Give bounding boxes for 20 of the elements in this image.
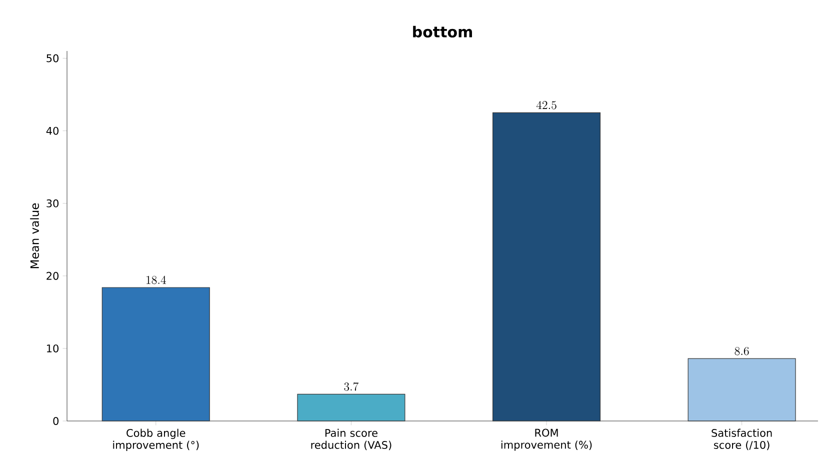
data-label: 8.6 xyxy=(734,346,749,356)
x-tick-label: Cobb angle improvement (°) xyxy=(113,428,199,451)
y-tick-label: 10 xyxy=(46,344,59,352)
x-tick-label: ROM improvement (%) xyxy=(501,428,592,451)
y-axis-title: Mean value xyxy=(30,203,39,268)
bar xyxy=(492,112,601,422)
y-tick-label: 20 xyxy=(46,272,59,280)
data-label: 18.4 xyxy=(146,276,166,284)
bar xyxy=(102,287,210,422)
y-tick-label: 50 xyxy=(46,54,59,62)
data-label: 3.7 xyxy=(344,382,359,391)
bar xyxy=(297,394,406,422)
y-tick-label: 40 xyxy=(46,126,59,135)
chart-title: bottom xyxy=(413,26,472,38)
y-tick-label: 0 xyxy=(53,417,59,425)
data-label: 42.5 xyxy=(536,100,556,110)
x-tick-label: Satisfaction score (/10) xyxy=(712,428,772,450)
y-tick-label: 30 xyxy=(46,199,59,208)
x-tick-label: Pain score reduction (VAS) xyxy=(311,428,392,450)
bar xyxy=(688,358,796,422)
